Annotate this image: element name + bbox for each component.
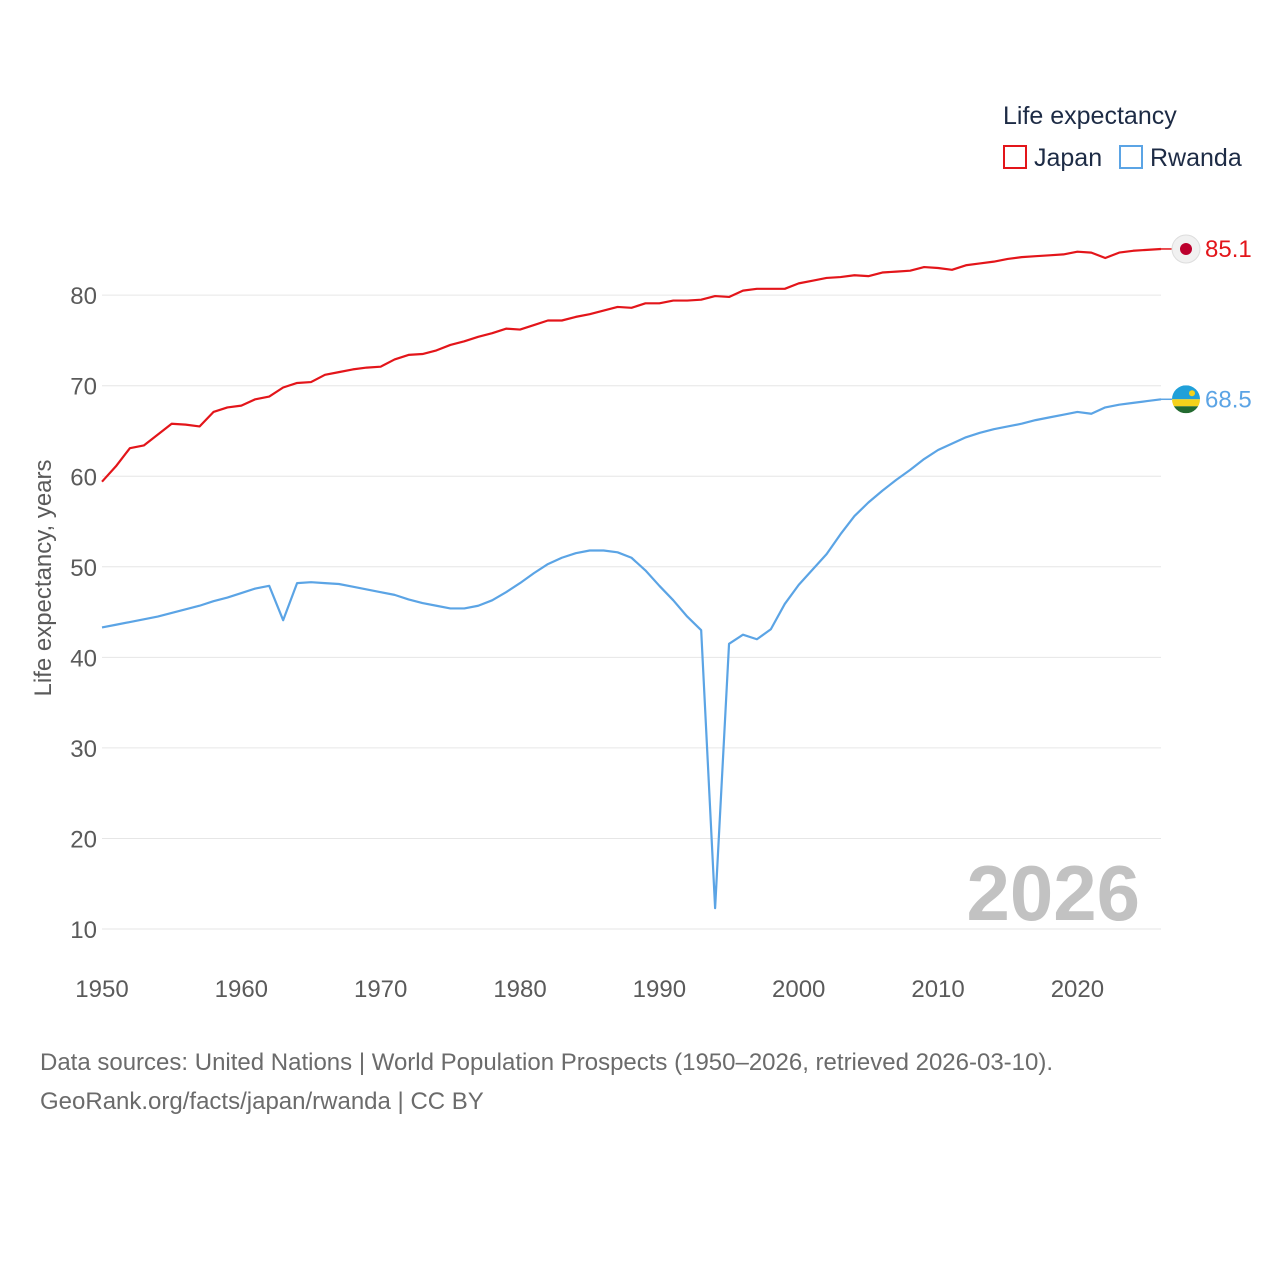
y-tick-label-30: 30 <box>70 736 97 763</box>
x-tick-label-2020: 2020 <box>1051 976 1104 1003</box>
x-tick-label-1990: 1990 <box>633 976 686 1003</box>
legend: Life expectancy Japan Rwanda <box>1003 102 1242 172</box>
y-tick-label-50: 50 <box>70 555 97 582</box>
y-tick-label-10: 10 <box>70 917 97 944</box>
y-tick-label-20: 20 <box>70 826 97 853</box>
x-tick-label-1950: 1950 <box>75 976 128 1003</box>
y-tick-label-80: 80 <box>70 283 97 310</box>
life-expectancy-chart: 10 20 30 40 50 60 70 80 1950 1960 1970 1980 1990 200… <box>30 102 1252 1003</box>
rwanda-flag-icon <box>1172 385 1200 414</box>
y-tick-label-40: 40 <box>70 645 97 672</box>
y-tick-label-60: 60 <box>70 464 97 491</box>
legend-item-japan[interactable]: Japan <box>1003 144 1102 172</box>
rwanda-flag-sun <box>1189 390 1195 397</box>
legend-label-rwanda: Rwanda <box>1150 144 1242 172</box>
end-value-rwanda: 68.5 <box>1205 386 1252 413</box>
series-lines <box>101 247 1162 910</box>
legend-title: Life expectancy <box>1003 102 1177 130</box>
legend-label-japan: Japan <box>1034 144 1102 172</box>
series-end-markers: 85.1 68.5 <box>1161 234 1252 414</box>
japan-flag-disc <box>1180 242 1192 255</box>
end-value-japan: 85.1 <box>1205 236 1252 263</box>
series-line-rwanda <box>101 398 1162 910</box>
rwanda-flag-green <box>1172 406 1200 414</box>
x-tick-label-1970: 1970 <box>354 976 407 1003</box>
legend-item-rwanda[interactable]: Rwanda <box>1119 144 1242 172</box>
japan-flag-icon <box>1171 234 1201 264</box>
rwanda-flag-stripes <box>1172 385 1200 414</box>
x-tick-label-1960: 1960 <box>215 976 268 1003</box>
source-note: Data sources: United Nations | World Pop… <box>40 1043 1053 1121</box>
rwanda-flag-blue <box>1172 385 1200 400</box>
x-tick-label-1980: 1980 <box>493 976 546 1003</box>
series-line-japan <box>101 247 1162 483</box>
year-watermark: 2026 <box>966 849 1140 937</box>
y-axis-ticks: 10 20 30 40 50 60 70 80 <box>70 283 97 944</box>
x-axis-ticks: 1950 1960 1970 1980 1990 2000 2010 2020 <box>75 976 1104 1003</box>
legend-swatch-rwanda <box>1119 145 1143 169</box>
x-tick-label-2000: 2000 <box>772 976 825 1003</box>
gridlines <box>102 294 1161 930</box>
y-axis-label: Life expectancy, years <box>30 459 57 696</box>
license-line: GeoRank.org/facts/japan/rwanda | CC BY <box>40 1088 484 1115</box>
rwanda-flag-yellow <box>1172 399 1200 407</box>
x-tick-label-2010: 2010 <box>911 976 964 1003</box>
source-line: Data sources: United Nations | World Pop… <box>40 1049 1054 1076</box>
y-tick-label-70: 70 <box>70 374 97 401</box>
legend-swatch-japan <box>1003 145 1027 169</box>
